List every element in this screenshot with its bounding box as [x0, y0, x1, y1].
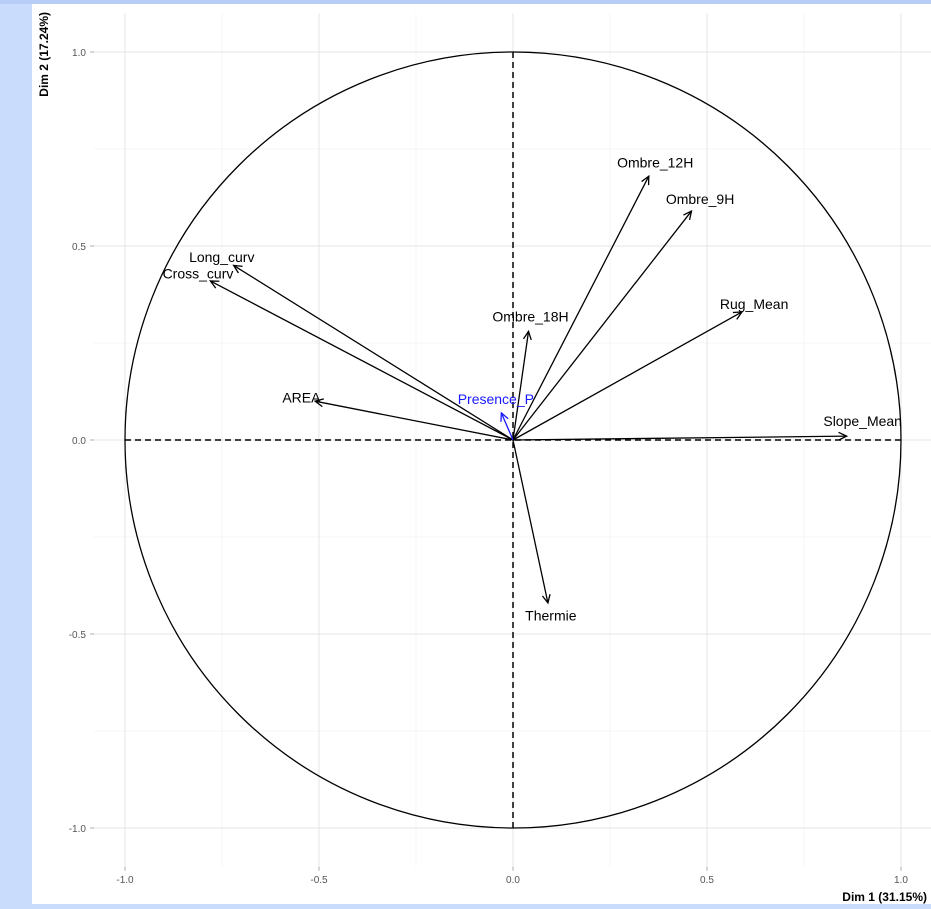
variable-arrow [232, 264, 514, 441]
variable-arrow [512, 209, 693, 441]
arrow-head [232, 264, 243, 274]
variable-label: Presence_P [458, 391, 534, 407]
variable-arrow [512, 431, 849, 441]
variable-arrow [500, 411, 514, 441]
axes [89, 51, 902, 871]
variable-arrow [209, 280, 514, 441]
y-tick-label: 0.0 [72, 436, 86, 447]
window-top-strip [0, 0, 931, 4]
tick-labels: -1.0 -0.5 0.0 0.5 1.0 1.0 0.5 0.0 -0.5 -1.0 [69, 48, 909, 886]
x-tick-label: -1.0 [116, 875, 134, 886]
chart-frame: Ombre_12H Ombre_9H Long_curv Cross_curv Rug_… [32, 4, 931, 904]
x-axis-label: Dim 1 (31.15%) [842, 890, 927, 904]
y-tick-label: 0.5 [72, 242, 86, 253]
variable-label: Ombre_18H [492, 309, 568, 325]
y-axis-label: Dim 2 (17.24%) [37, 12, 51, 97]
variable-arrow [512, 439, 551, 605]
variable-arrows [209, 174, 849, 605]
arrow-head [500, 411, 509, 422]
arrow-head [209, 280, 220, 289]
variable-arrow [512, 329, 532, 441]
x-tick-label: 1.0 [894, 875, 908, 886]
arrow-shaft [512, 175, 650, 441]
y-tick-label: -0.5 [69, 630, 87, 641]
variable-label: Ombre_9H [666, 191, 734, 207]
arrow-head [732, 311, 744, 320]
variable-label: Thermie [525, 608, 577, 624]
x-tick-label: 0.0 [506, 875, 520, 886]
arrow-head [838, 431, 849, 441]
x-tick-label: -0.5 [310, 875, 328, 886]
variable-label: Ombre_12H [617, 155, 693, 171]
arrow-shaft [233, 264, 514, 441]
y-tick-label: 1.0 [72, 48, 86, 59]
variable-arrow [313, 398, 514, 441]
arrow-shaft [512, 331, 530, 441]
arrow-shaft [512, 435, 847, 441]
arrow-head [541, 594, 551, 605]
unit-circle-layer [124, 51, 902, 829]
arrow-shaft [512, 311, 743, 441]
arrow-shaft [512, 439, 549, 604]
arrow-shaft [512, 210, 692, 441]
arrow-head [522, 329, 532, 341]
variable-label: Rug_Mean [720, 296, 789, 312]
variable-arrow [512, 311, 744, 441]
arrow-head [313, 398, 324, 408]
y-tick-label: -1.0 [69, 824, 87, 835]
variable-label: AREA [282, 390, 321, 406]
arrow-shaft [314, 400, 514, 441]
arrow-head [683, 209, 693, 221]
variable-arrow [512, 174, 650, 441]
variable-label: Cross_curv [163, 265, 234, 281]
arrow-shaft [210, 280, 514, 441]
arrow-shaft [500, 412, 514, 441]
arrow-head [641, 174, 650, 186]
variable-label: Slope_Mean [823, 413, 902, 429]
variable-label: Long_curv [189, 249, 254, 265]
x-tick-label: 0.5 [700, 875, 714, 886]
